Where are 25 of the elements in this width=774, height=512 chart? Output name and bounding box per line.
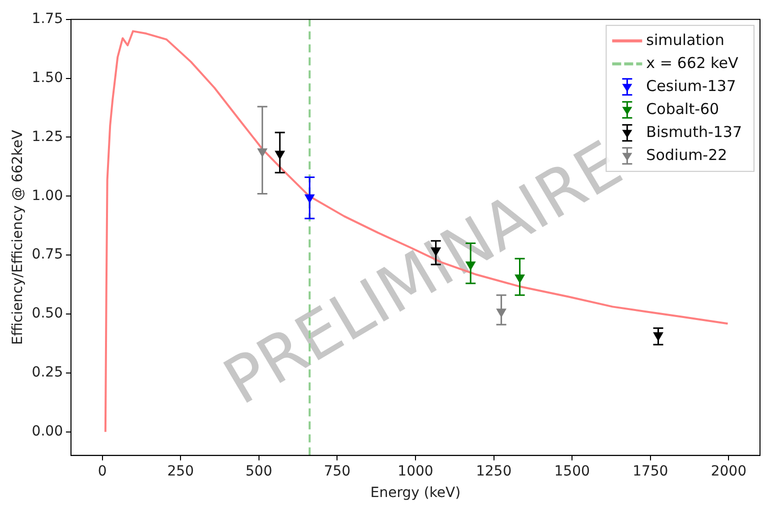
legend-label: x = 662 keV [646,54,739,72]
x-axis-title: Energy (keV) [370,485,461,502]
x-tick-label: 0 [98,463,107,480]
x-tick-label: 1500 [554,463,590,480]
legend-label: Cobalt-60 [646,100,720,118]
x-tick-label: 250 [167,463,194,480]
x-tick-label: 2000 [710,463,746,480]
x-tick-label: 750 [324,463,351,480]
y-tick-label: 1.50 [32,70,63,86]
legend-label: Cesium-137 [646,76,736,95]
y-tick-label: 1.00 [32,188,63,204]
y-tick-label: 0.75 [32,246,63,263]
legend-label: simulation [646,30,724,49]
y-tick-label: 0.50 [32,306,63,322]
legend-label: Sodium-22 [646,146,728,164]
y-tick-label: 1.75 [32,11,63,28]
x-tick-label: 1250 [476,463,512,480]
y-tick-label: 0.00 [32,423,63,440]
y-axis-title: Efficiency/Efficiency @ 662keV [10,129,26,345]
x-tick-label: 1000 [398,463,434,480]
y-tick-label: 1.25 [32,128,63,145]
y-tick-label: 0.25 [32,364,63,381]
x-tick-label: 1750 [632,463,668,480]
legend-label: Bismuth-137 [646,122,742,141]
x-tick-label: 500 [246,463,272,480]
